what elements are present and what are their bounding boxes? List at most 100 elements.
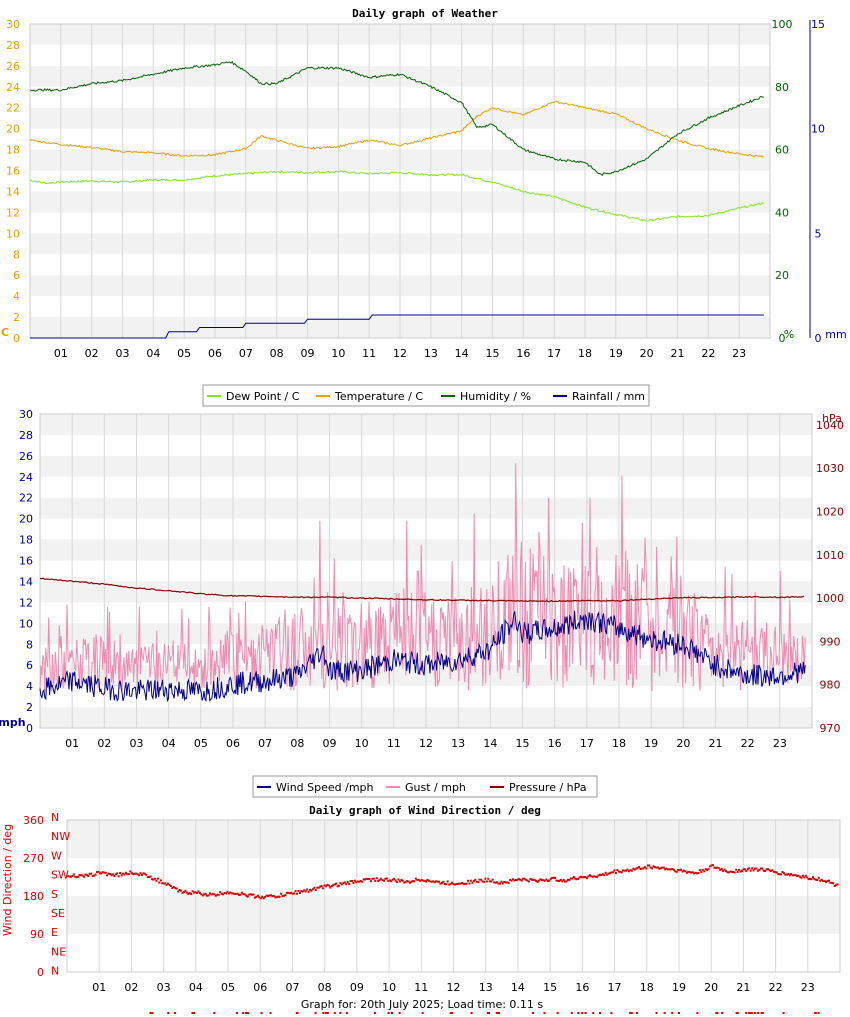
data-point: [604, 871, 607, 874]
data-point: [546, 879, 549, 882]
data-point: [374, 1012, 376, 1014]
data-point: [642, 867, 645, 870]
data-point: [400, 879, 403, 881]
data-point: [636, 867, 639, 870]
data-point: [375, 877, 378, 880]
data-point: [655, 1012, 658, 1014]
data-point: [516, 878, 519, 881]
data-point: [827, 879, 830, 882]
chart2-x-tick: 17: [580, 737, 594, 750]
chart2-left-tick: 18: [19, 534, 33, 547]
chart1-x-tick: 16: [516, 347, 530, 360]
legend-label: Humidity / %: [460, 390, 531, 403]
data-point: [398, 1012, 401, 1014]
legend-box: [202, 384, 650, 407]
chart1-left-tick: 28: [6, 39, 20, 52]
chart1-left-tick: 18: [6, 144, 20, 157]
data-point: [478, 878, 481, 881]
data-point: [77, 875, 80, 878]
chart3-x-tick: 01: [92, 981, 106, 994]
data-point: [668, 868, 671, 871]
data-point: [458, 882, 461, 885]
data-point: [771, 869, 774, 872]
data-point: [721, 1012, 724, 1014]
data-point: [133, 872, 136, 875]
data-point: [741, 870, 743, 872]
chart1-x-tick: 22: [701, 347, 715, 360]
data-point: [271, 895, 274, 898]
chart1-left-tick: 20: [6, 123, 20, 136]
data-point: [677, 869, 680, 872]
data-point: [772, 870, 775, 873]
data-point: [663, 1012, 666, 1014]
data-point: [727, 871, 730, 874]
data-point: [175, 887, 178, 890]
data-point: [745, 1012, 748, 1014]
data-point: [826, 880, 829, 882]
data-point: [796, 875, 798, 877]
chart2-left-tick: 0: [26, 722, 33, 735]
chart1-x-tick: 11: [362, 347, 376, 360]
chart1-left-tick: 30: [6, 18, 20, 31]
data-point: [216, 893, 219, 896]
legend-label: Temperature / C: [334, 390, 423, 403]
data-point: [467, 879, 469, 882]
data-point: [658, 867, 661, 870]
data-point: [714, 866, 717, 869]
data-point: [759, 867, 762, 870]
data-point: [585, 877, 588, 880]
data-point: [439, 882, 442, 885]
data-point: [107, 872, 110, 875]
chart3-left-tick: 90: [30, 928, 44, 941]
data-point: [139, 872, 142, 875]
chart1-x-tick: 10: [331, 347, 345, 360]
data-point: [577, 1012, 580, 1014]
chart1-right1-tick: 0: [779, 332, 786, 345]
data-point: [165, 883, 168, 886]
data-point: [698, 869, 701, 872]
data-point: [130, 872, 133, 875]
data-point: [452, 883, 455, 886]
data-point: [240, 891, 243, 894]
chart1-title: Daily graph of Weather: [352, 7, 498, 20]
chart1-x-tick: 07: [239, 347, 253, 360]
data-point: [814, 878, 817, 881]
data-point: [474, 878, 477, 881]
data-point: [532, 1012, 534, 1014]
data-point: [154, 877, 156, 880]
data-point: [322, 887, 325, 890]
chart1-x-tick: 09: [301, 347, 315, 360]
chart1-vgrid: [60, 24, 740, 338]
chart1-right2-tick: 15: [811, 18, 825, 31]
data-point: [181, 891, 184, 894]
data-point: [755, 867, 758, 870]
data-point: [630, 1012, 633, 1014]
chart2-frame: [39, 413, 813, 729]
data-point: [284, 894, 287, 897]
data-point: [514, 879, 517, 881]
data-point: [575, 878, 578, 881]
data-point: [465, 882, 468, 885]
chart2-right-tick: 1030: [816, 462, 844, 475]
data-point: [430, 880, 433, 883]
data-point: [394, 879, 397, 882]
data-point: [354, 879, 356, 882]
data-point: [700, 871, 703, 873]
data-point: [794, 874, 797, 877]
data-point: [217, 893, 220, 896]
data-point: [136, 873, 139, 876]
chart2-x-tick: 09: [323, 737, 337, 750]
chart2-x-tick: 08: [290, 737, 304, 750]
data-point: [617, 870, 620, 873]
chart1-x-tick: 03: [116, 347, 130, 360]
data-point: [104, 871, 107, 874]
chart1-x-tick: 02: [85, 347, 99, 360]
data-point: [259, 897, 262, 900]
data-point: [306, 888, 309, 891]
data-point: [797, 874, 800, 877]
data-point: [800, 876, 803, 879]
data-point: [555, 879, 558, 882]
chart1-x-tick: 19: [609, 347, 623, 360]
data-point: [654, 866, 656, 869]
data-point: [421, 1012, 424, 1014]
